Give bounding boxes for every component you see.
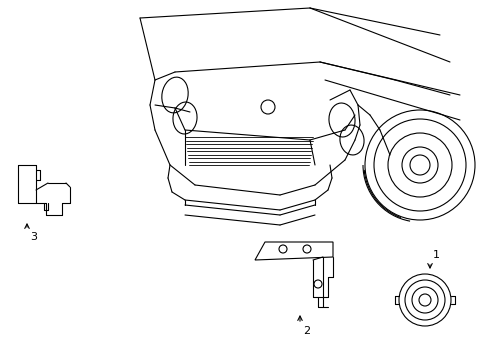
Text: 2: 2 — [303, 326, 309, 336]
Text: 1: 1 — [432, 250, 439, 260]
Text: 3: 3 — [30, 232, 37, 242]
